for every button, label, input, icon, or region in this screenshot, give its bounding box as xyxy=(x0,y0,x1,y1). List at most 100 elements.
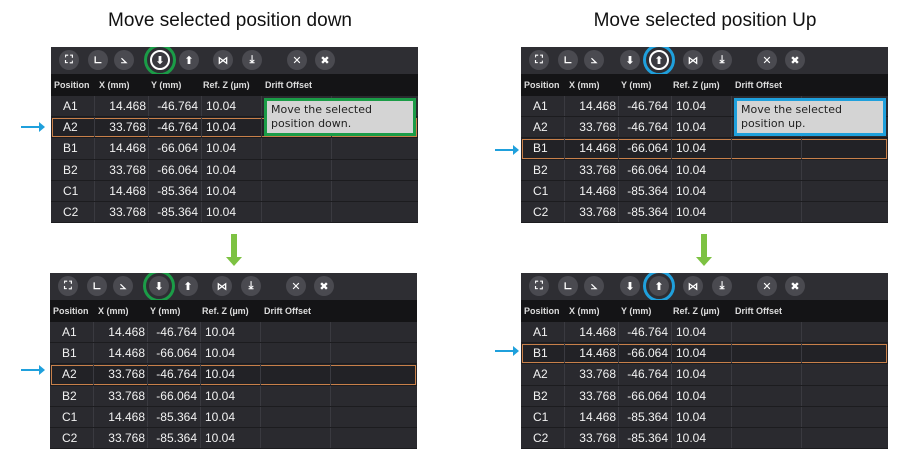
select-region-button[interactable]: ⛶ xyxy=(59,50,79,70)
table-row[interactable]: C1 14.468 -85.364 10.04 xyxy=(51,180,418,202)
axis-diagonal-button[interactable]: ⦣ xyxy=(584,50,604,70)
cell: 33.768 xyxy=(108,388,145,403)
table-row[interactable]: B2 33.768 -66.064 10.04 xyxy=(51,159,418,181)
table-row[interactable]: A2 33.768 -46.764 10.04 xyxy=(50,364,417,386)
move-up-button[interactable]: ⬆ xyxy=(178,276,198,296)
mirror-button[interactable]: ⋈ xyxy=(683,50,703,70)
cell: 33.768 xyxy=(109,120,146,135)
table-row[interactable]: B2 33.768 -66.064 10.04 xyxy=(50,385,417,407)
select-region-button[interactable]: ⛶ xyxy=(58,276,78,296)
axis-icon: ∟ xyxy=(92,279,102,293)
cell: 33.768 xyxy=(108,367,145,382)
axis-button[interactable]: ∟ xyxy=(87,276,107,296)
table-row[interactable]: B2 33.768 -66.064 10.04 xyxy=(521,385,888,407)
cell: -66.064 xyxy=(627,162,668,177)
mirror-button[interactable]: ⋈ xyxy=(683,276,703,296)
cell: -66.064 xyxy=(156,388,197,403)
flow-arrow-down-icon xyxy=(226,234,242,266)
move-up-button[interactable]: ⬆ xyxy=(643,273,675,302)
download-button[interactable]: ⤓ xyxy=(241,276,261,296)
cell: -85.364 xyxy=(627,183,668,198)
column-header: X (mm) xyxy=(98,306,129,316)
cell: C1 xyxy=(63,183,79,198)
cell: 10.04 xyxy=(676,183,707,198)
cell: B2 xyxy=(533,162,548,177)
table-row[interactable]: C1 14.468 -85.364 10.04 xyxy=(521,180,888,202)
table-row[interactable]: C1 14.468 -85.364 10.04 xyxy=(521,406,888,428)
table-row[interactable]: C2 33.768 -85.364 10.04 xyxy=(521,427,888,449)
column-header: Drift Offset xyxy=(735,306,782,316)
positions-panel-up-before: ⛶ ∟ ⦣ ⬇ ⬆ ⋈ ⤓ ✕ ✖ Position X (mm) Y (mm) Ref. Z (µm)… xyxy=(521,47,888,223)
download-button[interactable]: ⤓ xyxy=(242,50,262,70)
close-button[interactable]: ✕ xyxy=(287,50,307,70)
cell: 10.04 xyxy=(205,388,236,403)
delete-button[interactable]: ✖ xyxy=(785,276,805,296)
cell: B2 xyxy=(62,388,77,403)
cell: 14.468 xyxy=(579,346,616,361)
axis-diagonal-icon: ⦣ xyxy=(119,279,127,292)
table-row[interactable]: A1 14.468 -46.764 10.04 xyxy=(521,322,888,344)
table-row[interactable]: A2 33.768 -46.764 10.04 xyxy=(521,364,888,386)
close-button[interactable]: ✕ xyxy=(757,276,777,296)
table-row[interactable]: B1 14.468 -66.064 10.04 xyxy=(521,138,888,160)
delete-icon: ✖ xyxy=(790,53,800,67)
cell: -66.064 xyxy=(627,346,668,361)
cell: A1 xyxy=(62,325,77,339)
cell: 33.768 xyxy=(579,367,616,382)
table-row[interactable]: A2 33.768 -46.764 10.04 xyxy=(521,117,888,139)
axis-icon: ∟ xyxy=(563,279,573,293)
select-region-button[interactable]: ⛶ xyxy=(529,276,549,296)
table-row[interactable]: C2 33.768 -85.364 10.04 xyxy=(50,427,417,449)
cell: B1 xyxy=(62,346,77,361)
table-row[interactable]: B1 14.468 -66.064 10.04 xyxy=(51,138,418,160)
axis-button[interactable]: ∟ xyxy=(558,276,578,296)
cell: A2 xyxy=(63,120,78,135)
mirror-icon: ⋈ xyxy=(216,279,228,293)
cell: -66.064 xyxy=(156,346,197,361)
download-icon: ⤓ xyxy=(719,53,725,66)
axis-diagonal-button[interactable]: ⦣ xyxy=(113,276,133,296)
close-button[interactable]: ✕ xyxy=(757,50,777,70)
cell: B1 xyxy=(533,346,548,361)
cell: -66.064 xyxy=(157,141,198,156)
select-region-button[interactable]: ⛶ xyxy=(529,50,549,70)
delete-button[interactable]: ✖ xyxy=(785,50,805,70)
move-down-button[interactable]: ⬇ xyxy=(620,50,640,70)
move-down-icon: ⬇ xyxy=(625,53,635,67)
table-row[interactable]: B2 33.768 -66.064 10.04 xyxy=(521,159,888,181)
mirror-button[interactable]: ⋈ xyxy=(213,50,233,70)
axis-diagonal-button[interactable]: ⦣ xyxy=(114,50,134,70)
cell: 33.768 xyxy=(579,388,616,403)
axis-diagonal-button[interactable]: ⦣ xyxy=(584,276,604,296)
column-header: X (mm) xyxy=(569,80,600,90)
move-down-button[interactable]: ⬇ xyxy=(620,276,640,296)
move-down-button[interactable]: ⬇ xyxy=(143,273,175,302)
cell: 14.468 xyxy=(109,183,146,198)
column-header: Position xyxy=(53,306,89,316)
axis-button[interactable]: ∟ xyxy=(558,50,578,70)
table-row[interactable]: C2 33.768 -85.364 10.04 xyxy=(51,201,418,223)
move-down-button[interactable]: ⬇ xyxy=(144,47,176,76)
table-row[interactable]: C2 33.768 -85.364 10.04 xyxy=(521,201,888,223)
download-button[interactable]: ⤓ xyxy=(712,276,732,296)
cell: -46.764 xyxy=(156,325,197,339)
table-header: Position X (mm) Y (mm) Ref. Z (µm) Drift Off… xyxy=(521,300,888,322)
close-button[interactable]: ✕ xyxy=(286,276,306,296)
column-header: Y (mm) xyxy=(621,306,652,316)
delete-icon: ✖ xyxy=(319,279,329,293)
mirror-button[interactable]: ⋈ xyxy=(212,276,232,296)
table-row[interactable]: A1 14.468 -46.764 10.04 xyxy=(50,322,417,344)
table-row[interactable]: B1 14.468 -66.064 10.04 xyxy=(521,343,888,365)
table-row[interactable]: B1 14.468 -66.064 10.04 xyxy=(50,343,417,365)
move-up-button[interactable]: ⬆ xyxy=(643,47,675,76)
column-header: X (mm) xyxy=(569,306,600,316)
table-row[interactable]: C1 14.468 -85.364 10.04 xyxy=(50,406,417,428)
axis-button[interactable]: ∟ xyxy=(88,50,108,70)
delete-button[interactable]: ✖ xyxy=(314,276,334,296)
delete-button[interactable]: ✖ xyxy=(315,50,335,70)
move-up-button[interactable]: ⬆ xyxy=(179,50,199,70)
cell: C2 xyxy=(533,430,549,445)
delete-icon: ✖ xyxy=(790,279,800,293)
move-up-icon: ⬆ xyxy=(184,53,194,67)
download-button[interactable]: ⤓ xyxy=(712,50,732,70)
